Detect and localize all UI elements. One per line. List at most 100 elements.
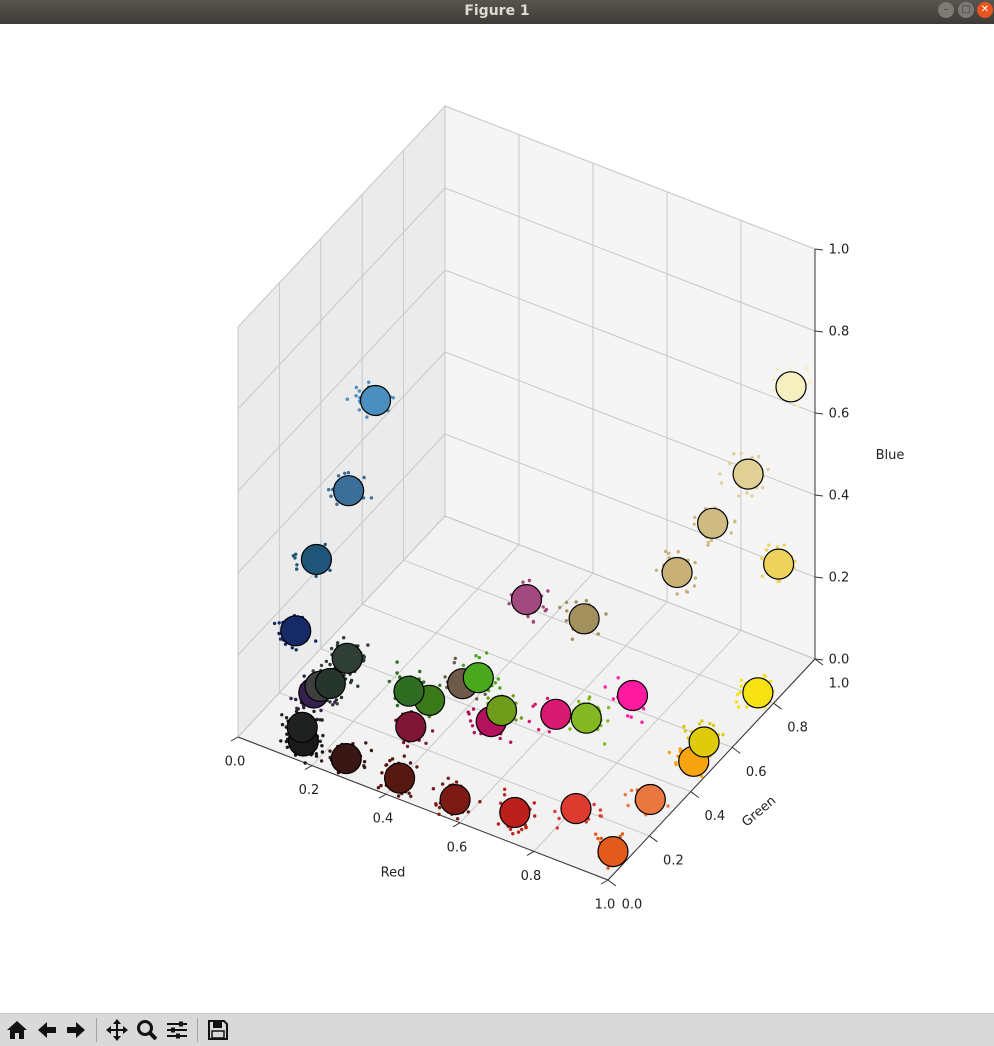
pan-button[interactable] xyxy=(103,1016,131,1044)
sample-point xyxy=(629,788,634,793)
z-tick-label: 0.0 xyxy=(829,653,850,668)
sample-point xyxy=(336,474,341,478)
cluster-center-point xyxy=(359,384,392,417)
toolbar-separator xyxy=(96,1018,97,1042)
sample-point xyxy=(719,481,724,485)
sample-point xyxy=(486,696,490,700)
subplots-button[interactable] xyxy=(163,1016,191,1044)
sample-point xyxy=(596,836,600,841)
sample-point xyxy=(443,675,447,679)
close-button[interactable]: ✕ xyxy=(977,2,993,18)
sample-point xyxy=(388,758,392,763)
forward-button[interactable] xyxy=(62,1016,90,1044)
tick-mark xyxy=(814,494,824,497)
sample-point xyxy=(584,599,589,603)
cluster-center-point xyxy=(330,742,362,775)
z-tick-label: 1.0 xyxy=(829,243,850,258)
tick-labels: 0.0 0.2 0.4 0.6 0.8 1.0 0.0 0.2 0.4 0.6 0.8 1.0 0.0 0… xyxy=(225,243,850,913)
sample-point xyxy=(328,568,332,572)
sample-point xyxy=(323,542,327,547)
sample-point xyxy=(455,817,460,821)
sample-point xyxy=(606,719,610,723)
sample-point xyxy=(483,692,487,696)
sample-point xyxy=(502,793,507,797)
sample-point xyxy=(558,605,562,610)
sample-point xyxy=(405,744,410,749)
sample-point xyxy=(767,543,771,547)
grid-line xyxy=(362,603,733,748)
figure-canvas[interactable]: 0.0 0.2 0.4 0.6 0.8 1.0 0.0 0.2 0.4 0.6 0.8 1.0 0.0 0… xyxy=(0,24,994,1013)
sample-point xyxy=(584,820,588,824)
sample-point xyxy=(531,619,536,624)
sample-point xyxy=(808,380,812,384)
z-axis-label: Blue xyxy=(876,448,905,463)
sample-point xyxy=(294,648,298,652)
sample-point xyxy=(474,654,478,658)
sample-point xyxy=(557,816,561,821)
minimize-icon: – xyxy=(943,4,949,15)
sample-point xyxy=(596,632,600,636)
zoom-button[interactable] xyxy=(133,1016,161,1044)
save-button[interactable] xyxy=(204,1016,232,1044)
maximize-icon: □ xyxy=(961,4,971,15)
sample-point xyxy=(511,694,515,698)
sample-point xyxy=(321,733,325,738)
sample-point xyxy=(684,589,689,593)
tick-mark xyxy=(607,879,617,887)
sample-point xyxy=(328,749,332,753)
sample-point xyxy=(303,761,307,765)
sample-point xyxy=(514,718,518,722)
tick-mark xyxy=(814,248,824,251)
back-button[interactable] xyxy=(33,1016,61,1044)
grid-line xyxy=(237,187,446,410)
sample-point xyxy=(434,802,438,806)
sample-point xyxy=(324,659,329,664)
navigation-toolbar xyxy=(0,1013,994,1046)
sample-point xyxy=(498,686,502,690)
sample-point xyxy=(319,708,323,713)
cluster-center-point xyxy=(540,698,572,730)
x-tick-label: 0.4 xyxy=(373,812,394,827)
sample-point xyxy=(588,695,592,699)
cluster-center-point xyxy=(696,507,729,539)
sample-point xyxy=(335,502,339,506)
tick-mark xyxy=(526,850,535,856)
sample-point xyxy=(315,717,319,722)
sample-point xyxy=(396,794,401,798)
sample-point xyxy=(735,692,740,697)
home-button[interactable] xyxy=(3,1016,31,1044)
sample-point xyxy=(438,683,442,687)
sample-point xyxy=(739,678,743,682)
sample-point xyxy=(526,614,530,619)
sample-point xyxy=(565,609,569,613)
tick-mark xyxy=(690,791,700,798)
sample-point xyxy=(407,791,411,795)
sample-point xyxy=(431,787,436,791)
sample-point xyxy=(314,754,319,758)
sample-point xyxy=(629,715,633,719)
sample-point xyxy=(295,563,299,567)
maximize-button[interactable]: □ xyxy=(958,2,974,18)
minimize-button[interactable]: – xyxy=(938,2,954,18)
sample-point xyxy=(346,471,351,475)
sample-point xyxy=(319,663,324,668)
sample-point xyxy=(626,714,630,718)
sample-point xyxy=(805,368,810,373)
sample-point xyxy=(320,718,324,722)
sample-point xyxy=(467,712,471,716)
sample-point xyxy=(354,385,358,390)
sample-point xyxy=(676,550,680,554)
sample-point xyxy=(654,568,659,572)
sample-point xyxy=(484,651,489,655)
sample-point xyxy=(440,782,445,786)
tick-mark xyxy=(600,879,609,885)
sample-point xyxy=(385,763,389,767)
save-icon xyxy=(208,1020,228,1040)
cluster-center-point xyxy=(560,792,592,825)
sample-point xyxy=(468,719,473,723)
sample-point xyxy=(708,722,712,726)
window-titlebar: Figure 1 – □ ✕ xyxy=(0,0,994,24)
sample-point xyxy=(693,515,697,519)
sample-point xyxy=(295,567,299,571)
sample-point xyxy=(408,761,413,765)
